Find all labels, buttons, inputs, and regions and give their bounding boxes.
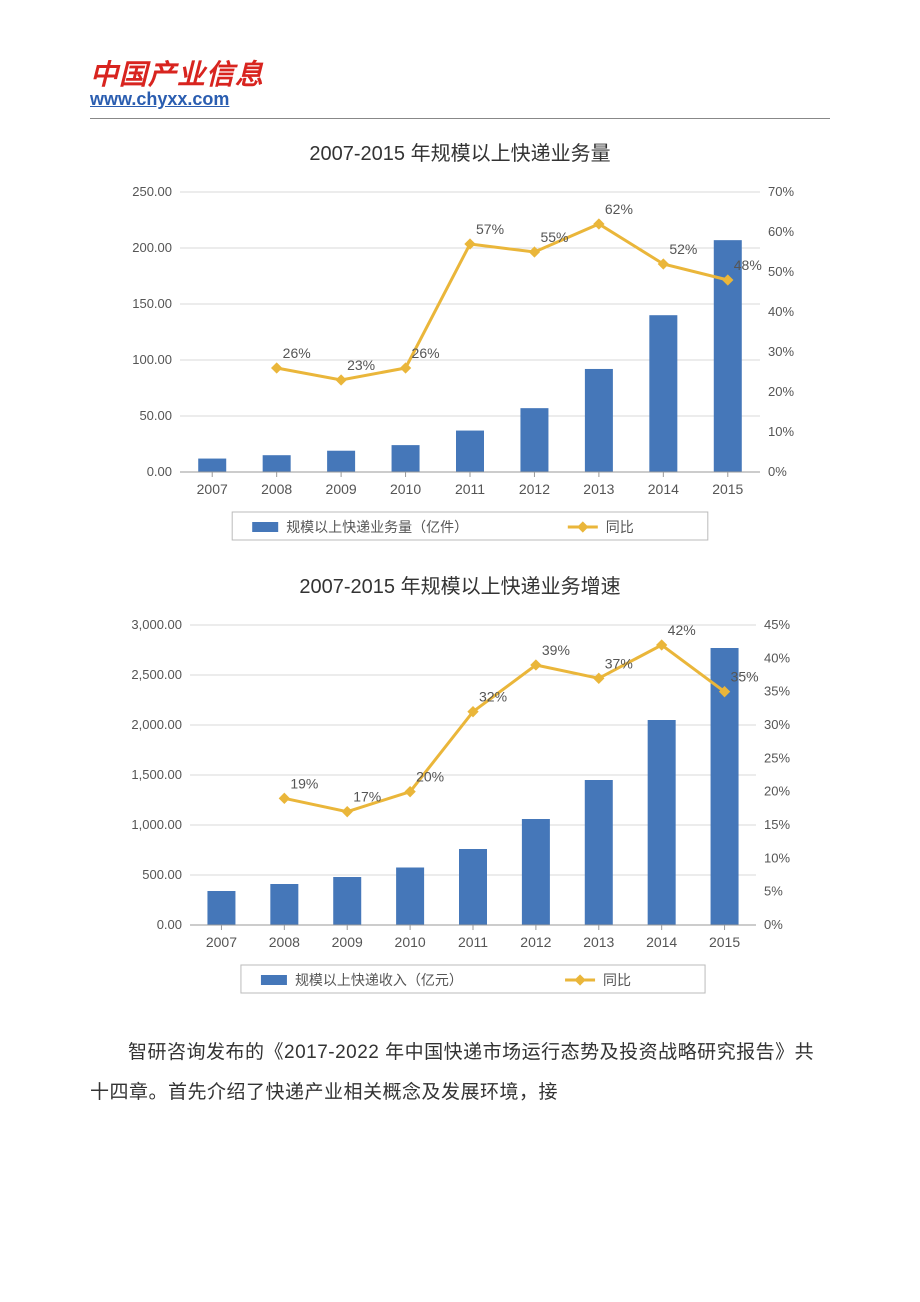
logo-block: 中国产业信息 www.chyxx.com [90,60,830,110]
svg-text:250.00: 250.00 [132,184,172,199]
chart2-title: 2007-2015 年规模以上快递业务增速 [90,570,830,599]
svg-text:26%: 26% [283,345,311,361]
body-paragraph: 智研咨询发布的《2017-2022 年中国快递市场运行态势及投资战略研究报告》共… [90,1033,830,1113]
svg-text:200.00: 200.00 [132,240,172,255]
svg-text:2015: 2015 [712,481,743,497]
svg-text:23%: 23% [347,357,375,373]
svg-text:2008: 2008 [269,934,300,950]
svg-text:60%: 60% [768,224,794,239]
svg-text:19%: 19% [290,775,318,791]
svg-text:1,500.00: 1,500.00 [131,767,182,782]
svg-text:50.00: 50.00 [139,408,172,423]
svg-text:35%: 35% [731,668,759,684]
svg-text:1,000.00: 1,000.00 [131,817,182,832]
svg-text:40%: 40% [764,650,790,665]
logo-text-cn: 中国产业信息 [90,60,830,91]
document-page: 中国产业信息 www.chyxx.com 2007-2015 年规模以上快递业务… [0,0,920,1172]
svg-text:2,500.00: 2,500.00 [131,667,182,682]
svg-text:42%: 42% [668,622,696,638]
chart1-container: 0.00 50.00 100.00 150.00 200.00 250.00 0% 10% 20… [100,172,820,552]
svg-text:2013: 2013 [583,481,614,497]
header-divider [90,118,830,119]
chart2-container: 0.00 500.00 1,000.00 1,500.00 2,000.00 2,500.… [100,605,820,1005]
svg-text:2007: 2007 [206,934,237,950]
svg-text:0%: 0% [768,464,787,479]
svg-text:2008: 2008 [261,481,292,497]
svg-text:52%: 52% [669,241,697,257]
svg-text:150.00: 150.00 [132,296,172,311]
svg-text:2014: 2014 [648,481,679,497]
svg-text:30%: 30% [764,717,790,732]
svg-text:0%: 0% [764,917,783,932]
svg-text:70%: 70% [768,184,794,199]
svg-text:35%: 35% [764,683,790,698]
svg-text:57%: 57% [476,221,504,237]
svg-text:同比: 同比 [606,519,634,535]
svg-text:2015: 2015 [709,934,740,950]
svg-text:2010: 2010 [395,934,426,950]
svg-text:26%: 26% [412,345,440,361]
chart1-title: 2007-2015 年规模以上快递业务量 [90,137,830,166]
svg-text:32%: 32% [479,688,507,704]
svg-text:规模以上快递收入（亿元）: 规模以上快递收入（亿元） [295,972,463,988]
svg-text:2010: 2010 [390,481,421,497]
svg-text:同比: 同比 [603,972,631,988]
svg-text:20%: 20% [768,384,794,399]
svg-text:0.00: 0.00 [147,464,172,479]
svg-text:10%: 10% [764,850,790,865]
svg-text:5%: 5% [764,883,783,898]
svg-text:2011: 2011 [458,934,488,950]
svg-text:20%: 20% [764,783,790,798]
svg-text:规模以上快递业务量（亿件）: 规模以上快递业务量（亿件） [286,519,468,535]
svg-text:2009: 2009 [332,934,363,950]
svg-text:37%: 37% [605,655,633,671]
svg-text:500.00: 500.00 [142,867,182,882]
svg-text:2012: 2012 [520,934,551,950]
svg-text:0.00: 0.00 [157,917,182,932]
svg-text:3,000.00: 3,000.00 [131,617,182,632]
svg-text:100.00: 100.00 [132,352,172,367]
svg-text:2011: 2011 [455,481,485,497]
chart2-svg: 0.00 500.00 1,000.00 1,500.00 2,000.00 2,500.… [100,605,820,1005]
svg-text:10%: 10% [768,424,794,439]
svg-text:39%: 39% [542,642,570,658]
chart1-svg: 0.00 50.00 100.00 150.00 200.00 250.00 0% 10% 20… [100,172,820,552]
svg-text:40%: 40% [768,304,794,319]
svg-text:30%: 30% [768,344,794,359]
svg-text:2013: 2013 [583,934,614,950]
svg-text:50%: 50% [768,264,794,279]
svg-text:2009: 2009 [326,481,357,497]
svg-text:2,000.00: 2,000.00 [131,717,182,732]
svg-text:2007: 2007 [197,481,228,497]
svg-text:55%: 55% [540,229,568,245]
svg-text:25%: 25% [764,750,790,765]
svg-text:45%: 45% [764,617,790,632]
svg-text:20%: 20% [416,768,444,784]
svg-text:2012: 2012 [519,481,550,497]
svg-text:48%: 48% [734,257,762,273]
svg-text:15%: 15% [764,817,790,832]
svg-text:17%: 17% [353,788,381,804]
logo-url: www.chyxx.com [90,89,830,110]
svg-text:62%: 62% [605,201,633,217]
svg-text:2014: 2014 [646,934,677,950]
